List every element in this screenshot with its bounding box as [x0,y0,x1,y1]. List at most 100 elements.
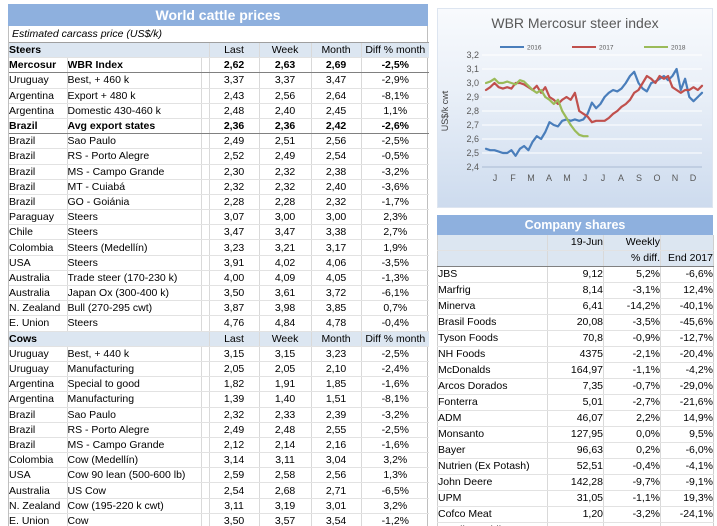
last-value-cell: 2,62 [208,57,260,74]
diff-value-cell: -2,9% [360,72,430,89]
product-cell: Trade steer (170-230 k) [66,270,201,287]
week-value-cell: 4,02 [258,255,312,271]
diff-value-cell: -6,5% [360,482,430,499]
diff-value-cell: -8,1% [360,88,430,104]
company-price-cell: 6,41 [547,298,604,315]
last-value-cell: 1,82 [208,376,260,393]
company-weekly-cell: -2,7% [603,394,661,411]
spacer-cell [200,239,210,256]
company-end2017-cell: 12,4% [660,282,714,299]
company-weekly-cell: -14,2% [603,298,661,315]
prices-table: Steers Last Week Month Diff % month Mercosur W… [9,41,430,526]
month-value-cell: 2,42 [310,117,362,135]
diff-value-cell: 1,3% [360,467,430,484]
month-value-cell: 2,64 [310,88,362,104]
spacer-cell [200,179,210,195]
company-header-empty-4 [547,250,604,267]
company-end2017-cell: -6,0% [660,442,714,459]
last-value-cell: 3,47 [208,224,260,241]
week-value-cell: 2,56 [258,88,312,104]
company-row: Minerva 6,41 -14,2% -40,1% [437,298,714,315]
company-price-cell: 4,25 [547,522,604,526]
spacer-cell [200,133,210,150]
month-value-cell: 2,40 [310,179,362,195]
table-row: Australia US Cow 2,54 2,68 2,71 -6,5% [9,482,430,499]
week-value-cell: 3,61 [258,285,312,302]
product-cell: Cow (195-220 k cwt) [66,498,201,514]
last-value-cell: 3,23 [208,239,260,256]
spacer-cell [200,285,210,302]
company-name-cell: John Deere [437,474,548,491]
last-value-cell: 3,11 [208,498,260,514]
table-row: Brazil MS - Campo Grande 2,30 2,32 2,38 -3,2% [9,164,430,180]
table-row: Argentina Export + 480 k 2,43 2,56 2,64 -8,1% [9,88,430,104]
spacer-cell [200,57,210,74]
company-price-cell: 127,95 [547,426,604,443]
week-value-cell: 3,47 [258,224,312,241]
month-value-cell: 3,47 [310,72,362,89]
week-value-cell: 3,57 [258,513,312,526]
diff-value-cell: -3,2% [360,164,430,180]
week-value-cell: 2,05 [258,361,312,378]
month-value-cell: 2,56 [310,467,362,484]
company-name-cell: Marfrig [437,282,548,299]
product-cell: Domestic 430-460 k [66,103,201,119]
company-weekly-cell: -3,1% [603,282,661,299]
diff-value-cell: 0,7% [360,300,430,317]
company-end2017-cell: -24,1% [660,506,714,523]
table-row: Brazil GO - Goiánia 2,28 2,28 2,32 -1,7% [9,194,430,211]
month-value-cell: 4,06 [310,255,362,271]
company-weekly-cell: -2,1% [603,346,661,363]
company-weekly-cell: -1,1% [603,362,661,379]
product-cell: Special to good [66,376,201,393]
week-value-cell: 2,58 [258,467,312,484]
table-row: Uruguay Best, + 440 k 3,15 3,15 3,23 -2,5% [9,346,430,362]
wbr-mercosur-chart: WBR Mercosur steer index 2,4 2,5 2,6 2,7 2,8… [437,8,713,208]
company-price-cell: 142,28 [547,474,604,491]
y-tick-label: 2,9 [466,92,479,102]
week-value-cell: 3,98 [258,300,312,317]
week-value-cell: 2,51 [258,133,312,150]
x-tick-label: F [510,173,516,183]
company-weekly-cell: -0,7% [603,378,661,395]
company-end2017-cell: -12,7% [660,330,714,347]
product-cell: Steers [66,224,201,241]
last-value-cell: 2,54 [208,482,260,499]
week-value-cell: 2,63 [258,57,312,74]
last-value-cell: 2,05 [208,361,260,378]
last-value-cell: 4,76 [208,315,260,332]
country-cell: Brazil [9,194,67,211]
month-value-cell: 3,04 [310,452,362,469]
diff-value-cell: 2,7% [360,224,430,241]
country-cell: E. Union [9,315,67,332]
country-cell: Brazil [9,133,67,150]
month-value-cell: 2,39 [310,407,362,423]
table-row: Brazil Sao Paulo 2,32 2,33 2,39 -3,2% [9,407,430,423]
series-line-2018 [484,77,589,138]
diff-value-cell: -2,5% [360,422,430,438]
country-cell: Brazil [9,164,67,180]
last-value-cell: 3,50 [208,513,260,526]
x-tick-label: S [636,173,642,183]
company-row: McDonalds 164,97 -1,1% -4,2% [437,362,714,379]
company-price-cell: 7,35 [547,378,604,395]
month-value-cell: 2,10 [310,361,362,378]
company-price-cell: 70,8 [547,330,604,347]
table-row: Colombia Steers (Medellín) 3,23 3,21 3,17 1,9… [9,239,430,256]
spacer-cell [200,148,210,165]
spacer-cell [200,164,210,180]
country-cell: Colombia [9,452,67,469]
company-header-row-1: 19-Jun Weekly [437,235,714,251]
column-header: Last [208,330,260,347]
world-prices-title: World cattle prices [8,4,428,26]
month-value-cell: 2,55 [310,422,362,438]
country-cell: USA [9,467,67,484]
x-tick-label: O [653,173,660,183]
month-value-cell: 3,17 [310,239,362,256]
y-tick-label: 2,5 [466,148,479,158]
table-row: Brazil RS - Porto Alegre 2,52 2,49 2,54 -0,5% [9,148,430,165]
company-row: JBS 9,12 5,2% -6,6% [437,266,714,283]
x-tick-label: J [493,173,498,183]
week-value-cell: 3,15 [258,346,312,362]
diff-value-cell: -1,3% [360,270,430,287]
